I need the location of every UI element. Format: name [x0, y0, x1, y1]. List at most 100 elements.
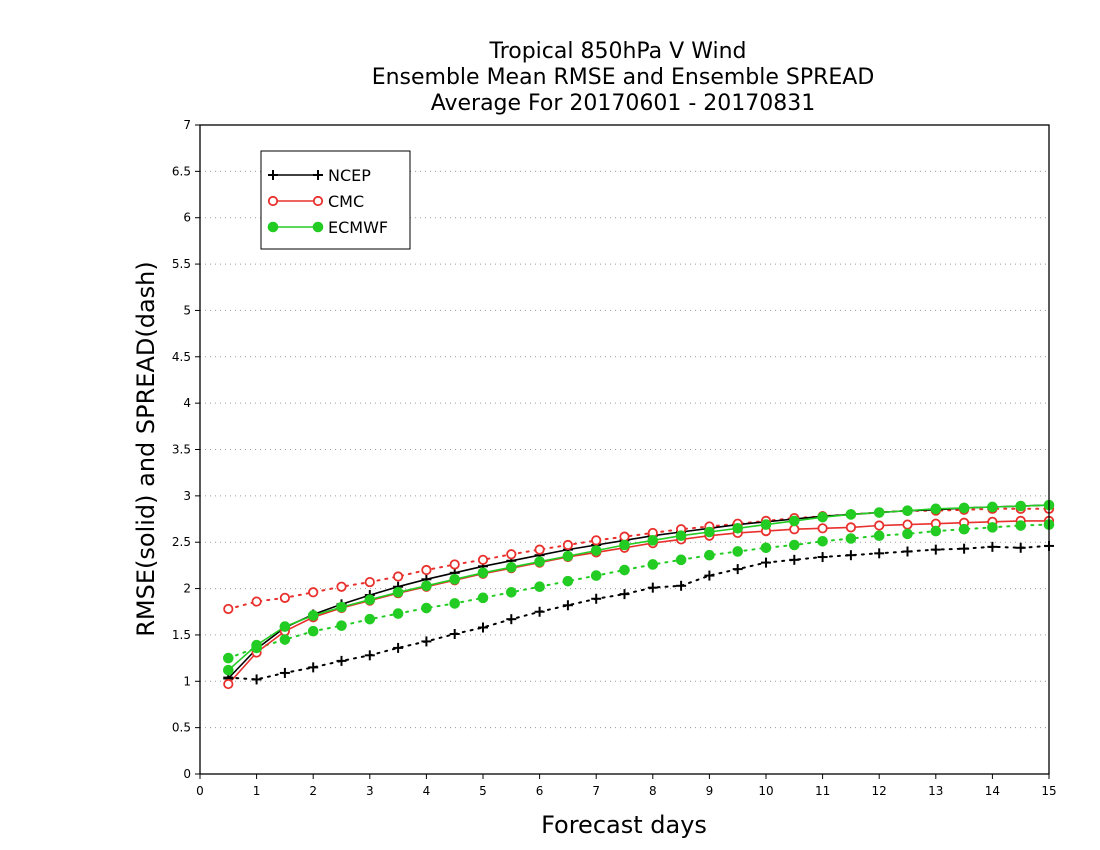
ecmwf-spread-point	[845, 533, 857, 544]
ecmwf-rmse-point	[675, 530, 687, 542]
ncep-spread-point	[591, 593, 602, 604]
ecmwf-rmse-point	[987, 501, 998, 513]
ecmwf-rmse-point	[619, 539, 630, 551]
x-tick-label: 5	[479, 784, 487, 798]
legend: NCEP CMC ECMWF	[260, 150, 411, 250]
legend-label-ecmwf: ECMWF	[328, 218, 388, 237]
ncep-spread-point	[959, 543, 970, 554]
ecmwf-rmse-point	[534, 556, 545, 567]
ecmwf-rmse-point	[958, 502, 970, 514]
cmc-spread-line	[227, 507, 1050, 610]
cmc-spread-point	[364, 576, 375, 588]
ecmwf-spread-point	[760, 542, 772, 554]
title-line-3: Average For 20170601 - 20170831	[431, 91, 816, 116]
grid-layer	[200, 170, 1049, 729]
ecmwf-spread-point	[930, 525, 942, 537]
cmc-spread-point	[506, 549, 517, 560]
y-tick-label: 1	[183, 674, 191, 688]
x-tick-label: 3	[366, 784, 374, 798]
ecmwf-rmse-point	[1015, 500, 1027, 512]
y-tick-label: 4	[183, 396, 191, 410]
cmc-spread-point	[591, 535, 602, 546]
cmc-spread-point	[477, 554, 489, 565]
legend-marker-ncep	[313, 170, 323, 180]
cmc-rmse-point	[845, 522, 857, 533]
ecmwf-spread-point	[364, 613, 376, 625]
ecmwf-rmse-point	[817, 511, 828, 523]
x-tick-label: 0	[196, 784, 204, 798]
ecmwf-spread-line	[227, 523, 1050, 660]
legend-box	[260, 150, 411, 250]
y-tick-label: 3	[183, 489, 191, 503]
legend-label-ncep: NCEP	[328, 166, 371, 185]
ncep-spread-point	[704, 570, 715, 581]
ncep-spread-point	[647, 582, 658, 593]
ecmwf-spread-point	[817, 535, 828, 547]
ecmwf-spread-point	[873, 530, 885, 542]
ecmwf-rmse-point	[760, 519, 772, 530]
ncep-spread-point	[1015, 542, 1026, 553]
ecmwf-spread-point	[902, 528, 913, 540]
ecmwf-rmse-point	[704, 526, 715, 538]
cmc-spread-point	[562, 539, 574, 551]
chart-title: Tropical 850hPa V Wind Ensemble Mean RMS…	[372, 39, 875, 116]
ncep-spread-point	[364, 650, 375, 661]
ncep-spread-point	[732, 564, 743, 575]
ecmwf-spread-point	[704, 549, 715, 561]
ncep-spread-point	[619, 589, 630, 600]
ecmwf-rmse-point	[506, 561, 517, 573]
ecmwf-spread-point	[958, 523, 970, 535]
ncep-spread-point	[845, 550, 856, 561]
x-tick-label: 14	[985, 784, 1000, 798]
ncep-spread-point	[930, 544, 941, 555]
cmc-spread-point	[336, 581, 347, 592]
ecmwf-rmse-point	[307, 610, 319, 621]
legend-marker-cmc	[312, 195, 324, 207]
y-tick-label: 1.5	[172, 628, 191, 642]
series-layer	[223, 499, 1055, 690]
cmc-rmse-point	[817, 523, 828, 534]
ecmwf-spread-point	[534, 581, 545, 593]
x-tick-label: 4	[423, 784, 431, 798]
y-tick-label: 4.5	[172, 350, 191, 364]
legend-marker-cmc	[267, 195, 279, 207]
ecmwf-rmse-point	[732, 523, 744, 534]
ecmwf-spread-point	[392, 608, 404, 619]
x-axis-label: Forecast days	[541, 811, 707, 839]
ncep-spread-point	[676, 580, 687, 591]
ecmwf-spread-point	[307, 625, 319, 637]
cmc-spread-point	[619, 531, 630, 542]
x-tick-label: 6	[536, 784, 544, 798]
ecmwf-rmse-point	[279, 621, 291, 632]
ncep-spread-point	[987, 541, 998, 552]
ecmwf-rmse-point	[647, 535, 659, 546]
ecmwf-spread-point	[590, 570, 602, 581]
x-tick-label: 13	[928, 784, 943, 798]
cmc-spread-point	[421, 564, 432, 576]
legend-marker-ncep	[268, 170, 278, 180]
ncep-spread-point	[336, 655, 347, 666]
ecmwf-spread-point	[506, 586, 517, 598]
x-tick-label: 9	[706, 784, 714, 798]
ncep-spread-point	[279, 667, 290, 678]
y-tick-label: 5	[183, 303, 191, 317]
ecmwf-spread-point	[421, 602, 432, 614]
ncep-spread-point	[308, 662, 319, 673]
ecmwf-rmse-line	[227, 504, 1050, 671]
ecmwf-spread-point	[675, 554, 687, 566]
ecmwf-rmse-point	[789, 515, 800, 527]
ecmwf-rmse-point	[562, 550, 574, 562]
x-tick-label: 7	[592, 784, 600, 798]
x-tick-label: 10	[758, 784, 773, 798]
ecmwf-rmse-point	[845, 509, 857, 520]
x-tick-label: 8	[649, 784, 657, 798]
cmc-rmse-point	[874, 520, 885, 531]
x-tick-label: 12	[872, 784, 887, 798]
ecmwf-spread-point	[449, 598, 461, 609]
ecmwf-spread-point	[647, 559, 659, 570]
y-tick-label: 0	[183, 767, 191, 781]
title-line-1: Tropical 850hPa V Wind	[488, 39, 746, 64]
ecmwf-spread-point	[987, 522, 998, 533]
cmc-rmse-point	[223, 678, 234, 690]
ncep-spread-line	[227, 544, 1050, 681]
